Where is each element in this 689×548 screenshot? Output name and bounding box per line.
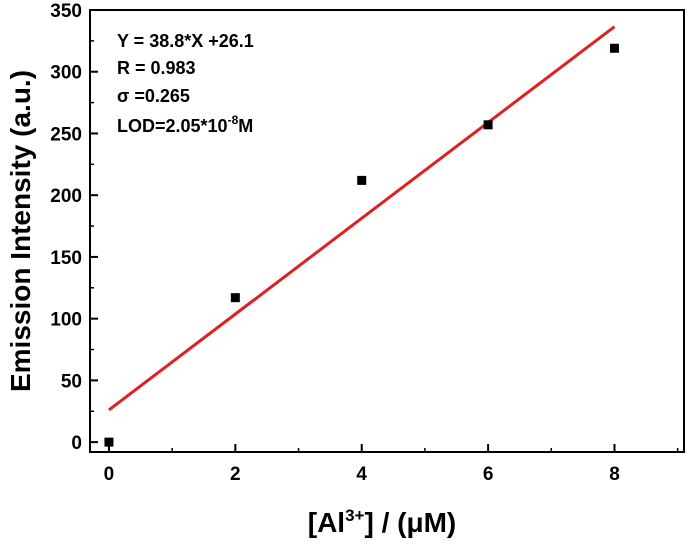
annotation-lod-prefix: LOD=2.05*10 [117,116,228,136]
plot-layer [104,25,619,447]
annotation-r: R = 0.983 [117,58,196,78]
annotation-equation: Y = 38.8*X +26.1 [117,31,254,51]
y-tick-label: 150 [50,248,82,269]
x-tick-label: 4 [356,464,367,485]
data-point [609,43,619,53]
y-axis-title: Emission Intensity (a.u.) [5,70,36,392]
annotation-sigma: σ =0.265 [117,86,190,106]
x-tick-label: 0 [104,464,115,485]
x-axis-title-suffix: ] / (μM) [364,507,456,538]
annotation-lod: LOD=2.05*10-8M [117,113,253,136]
x-tick-label: 6 [483,464,494,485]
x-axis-title-superscript: 3+ [345,506,364,525]
y-tick-label: 100 [50,310,82,331]
x-axis-title-prefix: [Al [308,507,345,538]
y-tick-label: 300 [50,63,82,84]
annotation-lod-suffix: M [238,116,253,136]
y-tick-label: 250 [50,124,82,145]
data-point [230,293,240,303]
data-point [483,120,493,130]
annotation-lod-exponent: -8 [228,113,239,127]
y-tick-label: 200 [50,186,82,207]
fit-annotation: Y = 38.8*X +26.1 R = 0.983 σ =0.265 LOD=… [117,31,254,136]
y-tick-label: 50 [61,371,82,392]
data-point [357,175,367,185]
ticks-layer: 0 50 100 150 200 250 300 350 0 2 4 6 8 [50,1,679,485]
y-tick-label: 0 [71,433,82,454]
data-point [104,437,114,447]
fit-line [108,25,616,412]
x-tick-label: 8 [609,464,620,485]
x-tick-label: 2 [230,464,241,485]
plot-frame [89,9,685,453]
x-axis-title: [Al3+] / (μM) [308,506,456,538]
y-tick-label: 350 [50,1,82,22]
